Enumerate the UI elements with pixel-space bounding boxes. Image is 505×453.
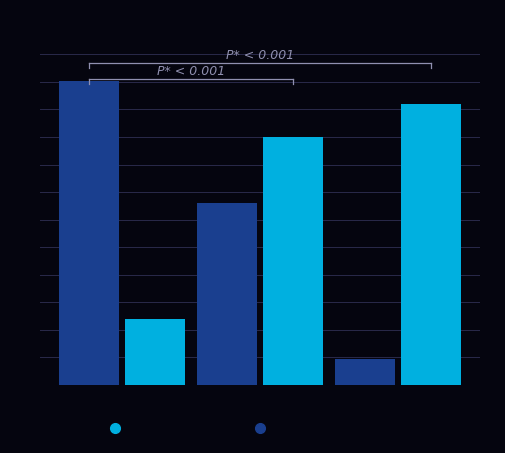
Bar xyxy=(335,359,395,385)
Bar xyxy=(197,203,257,385)
Bar xyxy=(59,81,119,385)
Text: P* < 0.001: P* < 0.001 xyxy=(226,48,294,62)
Text: P* < 0.001: P* < 0.001 xyxy=(157,65,225,78)
Bar xyxy=(125,319,185,385)
Bar xyxy=(401,104,461,385)
Bar xyxy=(263,137,323,385)
